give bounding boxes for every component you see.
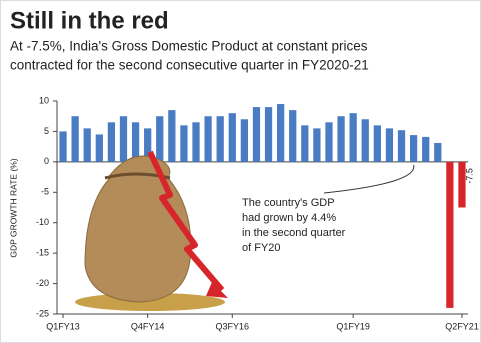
bar xyxy=(385,128,394,162)
y-tick-label: -20 xyxy=(36,278,49,288)
bar xyxy=(192,122,200,162)
bar xyxy=(301,125,309,162)
bar xyxy=(204,116,212,162)
bar xyxy=(131,122,140,162)
bar xyxy=(59,131,67,162)
y-tick-label: 5 xyxy=(44,126,49,136)
annotation: in the second quarter xyxy=(242,227,346,239)
x-tick-label: Q1FY19 xyxy=(336,321,370,331)
bar xyxy=(83,128,91,162)
bar xyxy=(71,116,79,162)
y-axis-label: GDP GROWTH RATE (%) xyxy=(8,158,18,257)
bar xyxy=(337,116,345,162)
bar xyxy=(119,116,128,162)
bar xyxy=(446,161,454,308)
bar xyxy=(434,142,442,162)
x-tick-label: Q4FY14 xyxy=(131,321,165,331)
annotation-arrow xyxy=(323,164,415,194)
chart-title: Still in the red xyxy=(10,7,169,34)
annotation: had grown by 4.4% xyxy=(242,212,336,224)
bar xyxy=(289,110,297,162)
bar xyxy=(95,134,103,162)
x-tick-label: Q1FY13 xyxy=(46,321,80,331)
y-tick-label: -5 xyxy=(41,187,49,197)
bar xyxy=(422,136,430,162)
subtitle: contracted for the second consecutive qu… xyxy=(10,58,369,73)
annotation: of FY20 xyxy=(242,242,281,254)
bar xyxy=(313,128,321,162)
bar xyxy=(216,116,224,162)
bar xyxy=(228,113,236,162)
bar xyxy=(252,107,261,162)
y-tick-label: 0 xyxy=(44,156,49,166)
x-tick-label: Q3FY16 xyxy=(216,321,250,331)
bar xyxy=(325,122,333,162)
value-label: -7.5 xyxy=(464,168,474,184)
y-tick-label: -10 xyxy=(36,217,49,227)
bar xyxy=(168,110,176,162)
bar xyxy=(180,125,188,162)
bar xyxy=(156,116,164,162)
bar xyxy=(397,130,406,162)
subtitle: At -7.5%, India's Gross Domestic Product… xyxy=(10,39,368,54)
bar xyxy=(277,104,285,162)
bar xyxy=(107,122,116,162)
y-tick-label: -25 xyxy=(36,308,49,318)
illustration xyxy=(75,150,228,311)
bar xyxy=(240,119,248,162)
annotation-box xyxy=(238,193,334,261)
bar xyxy=(458,161,466,208)
bar xyxy=(349,113,357,162)
down-arrow xyxy=(147,150,225,292)
bar xyxy=(144,128,152,162)
bar xyxy=(409,135,418,162)
y-tick-label: 10 xyxy=(39,95,49,105)
bar xyxy=(373,125,381,162)
annotation: The country's GDP xyxy=(242,197,335,209)
bar xyxy=(264,107,273,162)
x-tick-label: Q2FY21 xyxy=(445,321,479,331)
arrow-head xyxy=(206,282,228,298)
y-tick-label: -15 xyxy=(36,248,49,258)
bar xyxy=(361,119,369,162)
